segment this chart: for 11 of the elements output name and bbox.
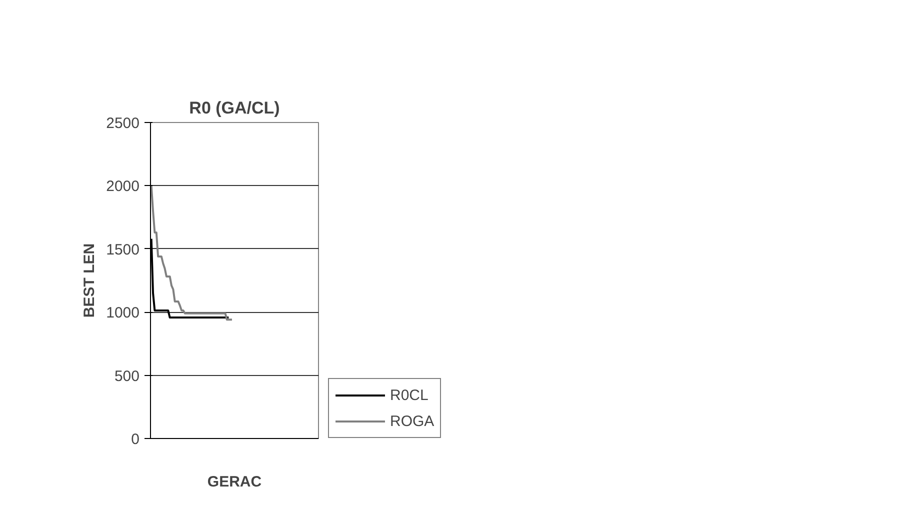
y-tick-label: 2500 [106,115,140,132]
legend-label: ROGA [390,412,434,430]
y-tick-label: 0 [131,431,140,448]
y-axis-title: BEST LEN [81,243,98,318]
y-tick-label: 500 [114,368,140,385]
chart-title: R0 (GA/CL) [189,98,280,118]
y-tick-label: 2000 [106,178,140,196]
x-axis-title: GERAC [207,474,262,490]
y-tick-label: 1000 [106,304,140,322]
y-tick-label: 1500 [106,241,140,258]
legend-label: R0CL [390,386,428,404]
